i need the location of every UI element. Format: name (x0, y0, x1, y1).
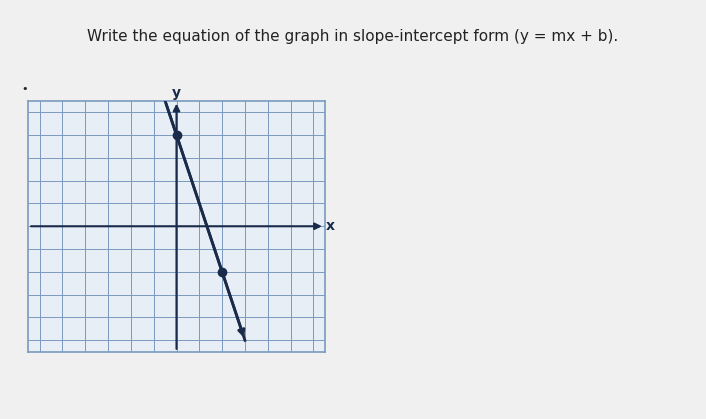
Text: x: x (326, 219, 335, 233)
Text: •: • (21, 84, 28, 94)
Text: y: y (172, 85, 181, 100)
Text: Write the equation of the graph in slope-intercept form (y = mx + b).: Write the equation of the graph in slope… (88, 29, 618, 44)
